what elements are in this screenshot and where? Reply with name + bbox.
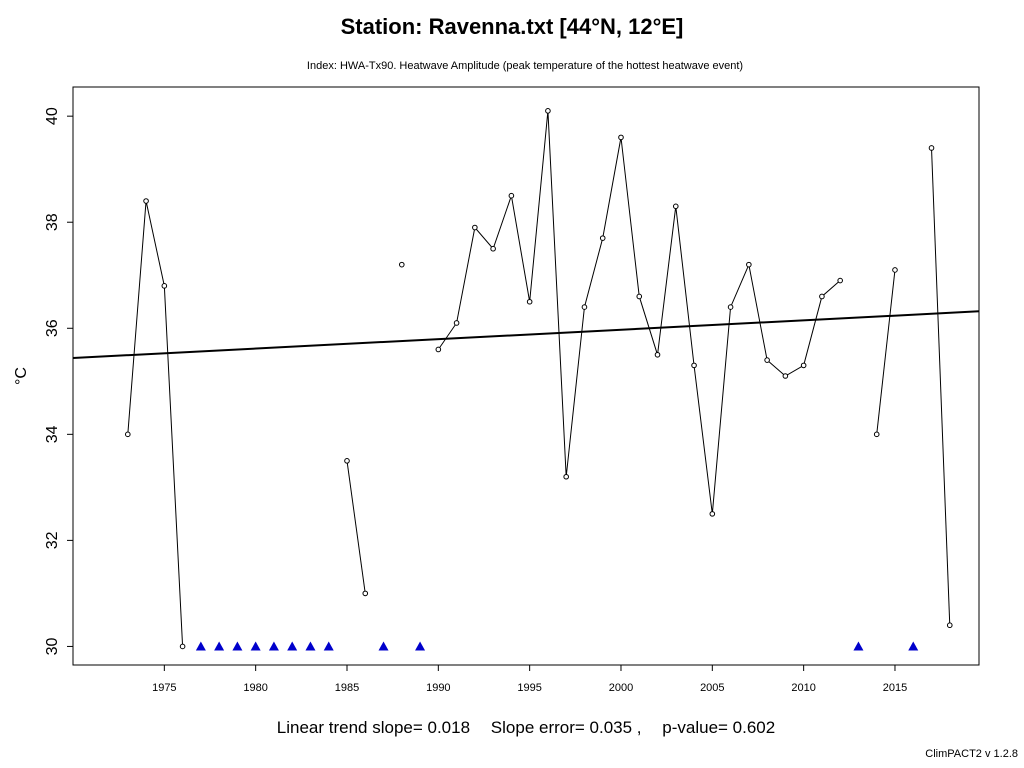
data-point <box>344 458 350 464</box>
data-point <box>764 357 770 363</box>
data-point <box>800 362 807 369</box>
data-point <box>362 590 369 597</box>
missing-data-marker <box>195 641 206 651</box>
data-point <box>636 293 643 300</box>
data-point <box>746 261 752 268</box>
data-point <box>654 351 661 358</box>
data-point <box>581 304 588 310</box>
data-point <box>709 511 716 517</box>
missing-data-marker <box>415 641 426 651</box>
p-value-text: p-value= 0.602 <box>662 718 776 737</box>
slope-error-text: Slope error= 0.035 , <box>490 718 642 737</box>
x-tick-label: 2010 <box>791 682 815 694</box>
plot-frame <box>72 86 980 666</box>
missing-data-marker <box>287 641 298 651</box>
data-point <box>435 346 442 353</box>
y-tick-label: 30 <box>44 637 61 655</box>
x-tick-label: 1980 <box>243 682 267 694</box>
software-credit: ClimPACT2 v 1.2.8 <box>925 748 1018 760</box>
data-point <box>398 261 405 268</box>
y-tick-label: 36 <box>44 319 61 337</box>
x-tick-label: 1995 <box>517 682 541 694</box>
x-tick-label: 1985 <box>335 682 359 694</box>
y-axis-title: °C <box>13 367 30 385</box>
x-tick-label: 2005 <box>700 682 724 694</box>
x-tick-label: 2015 <box>883 682 907 694</box>
data-point <box>526 298 533 305</box>
data-point <box>143 198 149 204</box>
y-tick-label: 34 <box>44 425 61 443</box>
data-point <box>161 283 168 289</box>
x-tick-label: 2000 <box>609 682 633 694</box>
missing-data-marker <box>305 641 316 651</box>
missing-data-marker <box>908 641 919 651</box>
missing-data-marker <box>853 641 864 651</box>
series-line-segment <box>876 269 896 435</box>
data-point <box>453 320 460 326</box>
data-point <box>819 293 825 300</box>
data-point <box>472 224 478 231</box>
y-tick-label: 40 <box>44 107 61 125</box>
trend-slope-text: Linear trend slope= 0.018 <box>276 718 471 737</box>
data-point <box>672 203 679 210</box>
data-point <box>946 622 953 629</box>
data-point <box>782 373 789 379</box>
data-point <box>892 267 898 273</box>
series-line-segment <box>931 147 951 626</box>
chart-subtitle: Index: HWA-Tx90. Heatwave Amplitude (pea… <box>306 60 744 72</box>
x-tick-label: 1990 <box>426 682 450 694</box>
data-point <box>873 431 880 438</box>
data-point <box>599 235 606 241</box>
missing-data-marker <box>268 641 279 651</box>
trend-statistics: Linear trend slope= 0.018 Slope error= 0… <box>0 718 1024 738</box>
data-point <box>727 304 734 310</box>
data-point <box>563 473 569 480</box>
data-point <box>179 643 186 650</box>
series-line-segment <box>346 460 366 594</box>
data-point <box>837 277 843 284</box>
missing-data-marker <box>378 641 389 651</box>
y-tick-label: 32 <box>44 531 61 549</box>
chart-title: Station: Ravenna.txt [44°N, 12°E] <box>340 14 684 39</box>
data-point <box>545 108 551 114</box>
missing-data-marker <box>250 641 261 651</box>
y-tick-label: 38 <box>44 213 61 231</box>
missing-data-marker <box>323 641 334 651</box>
missing-data-marker <box>214 641 225 651</box>
data-point <box>490 245 496 252</box>
trend-line <box>72 310 980 359</box>
data-point <box>928 145 935 151</box>
data-point <box>618 134 624 141</box>
missing-data-marker <box>232 641 243 651</box>
x-tick-label: 1975 <box>152 682 176 694</box>
data-point <box>508 192 515 199</box>
data-point <box>124 431 131 438</box>
series-line-segment <box>127 200 184 647</box>
data-point <box>691 362 697 369</box>
series-line-segment <box>437 110 841 514</box>
